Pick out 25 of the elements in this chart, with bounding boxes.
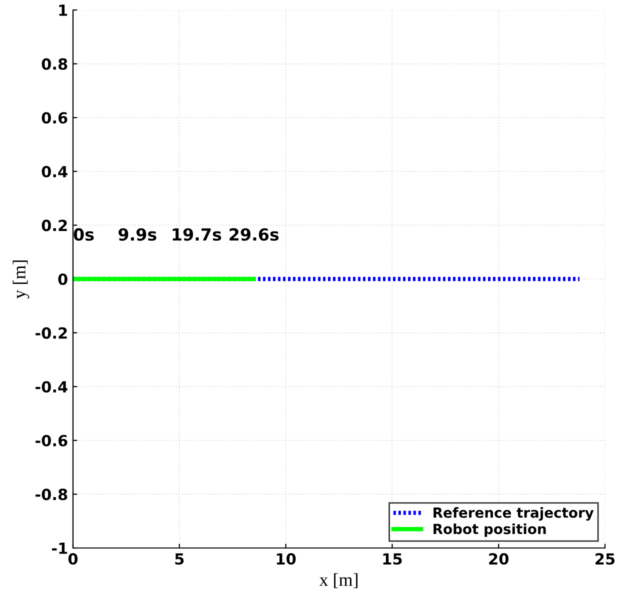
y-tick-label: 0.4 <box>42 166 68 178</box>
legend-label: Robot position <box>434 523 546 537</box>
y-tick-label: -0.8 <box>36 488 68 500</box>
y-tick-label: 0.6 <box>42 112 68 124</box>
x-tick-label: 25 <box>596 553 615 565</box>
x-tick-label: 0 <box>68 553 78 565</box>
y-tick-label: -0.4 <box>36 381 68 393</box>
annotation: 29.6s <box>230 228 279 241</box>
y-tick-label: -1 <box>52 542 68 554</box>
x-tick-label: 15 <box>383 553 402 565</box>
annotation: 9.9s <box>118 228 156 241</box>
y-tick-label: -0.2 <box>36 327 67 339</box>
legend-label: Reference trajectory <box>434 507 594 521</box>
y-tick-label: 0.2 <box>42 220 67 232</box>
annotation: 19.7s <box>172 228 222 241</box>
annotation: 0s <box>74 228 94 241</box>
y-tick-label: 0 <box>58 273 68 286</box>
x-axis-title: x [m] <box>319 573 358 588</box>
y-tick-label: 1 <box>59 4 68 16</box>
x-tick-label: 5 <box>175 553 184 565</box>
x-tick-label: 20 <box>489 553 508 565</box>
y-axis-title: y [m] <box>12 260 30 299</box>
y-tick-label: -0.6 <box>36 434 68 446</box>
x-tick-label: 10 <box>276 553 296 565</box>
y-tick-label: 0.8 <box>42 58 68 70</box>
